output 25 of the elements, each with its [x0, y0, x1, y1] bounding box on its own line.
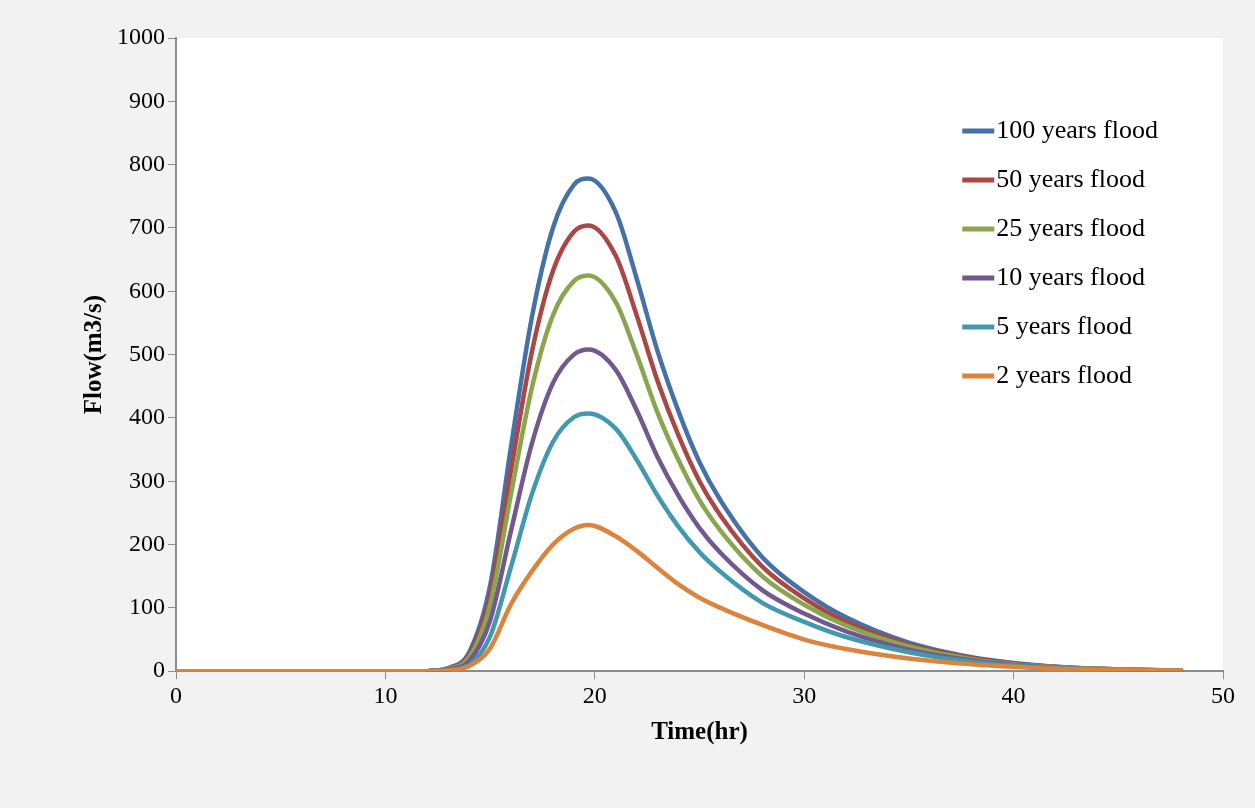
y-tick-label: 600	[129, 276, 165, 303]
x-tick-label: 10	[373, 681, 398, 708]
y-tick-label: 1000	[117, 23, 165, 50]
legend-label: 2 years flood	[996, 359, 1133, 389]
legend-label: 25 years flood	[996, 212, 1146, 242]
legend-label: 5 years flood	[996, 310, 1133, 340]
legend-label: 100 years flood	[996, 114, 1159, 144]
y-tick-label: 500	[129, 339, 165, 366]
y-tick-label: 700	[129, 213, 165, 240]
x-tick-label: 30	[792, 681, 817, 708]
legend-label: 10 years flood	[996, 261, 1146, 291]
y-tick-label: 100	[129, 593, 165, 620]
y-axis-title: Flow(m3/s)	[79, 294, 108, 415]
y-tick-label: 300	[129, 466, 165, 493]
y-tick-label: 200	[129, 529, 165, 556]
y-tick-label: 800	[129, 149, 165, 176]
y-tick-label: 400	[129, 403, 165, 430]
x-tick-label: 40	[1001, 681, 1026, 708]
x-tick-label: 0	[170, 681, 182, 708]
legend-label: 50 years flood	[996, 163, 1146, 193]
y-tick-label: 0	[153, 656, 165, 683]
x-tick-label: 50	[1211, 681, 1235, 708]
x-axis-title: Time(hr)	[651, 717, 748, 746]
y-tick-label: 900	[129, 86, 165, 113]
x-tick-label: 20	[582, 681, 607, 708]
